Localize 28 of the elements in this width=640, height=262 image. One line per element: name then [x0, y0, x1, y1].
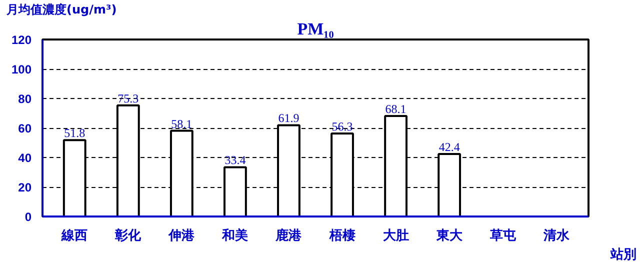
- data-label: 61.9: [278, 111, 300, 126]
- y-tick-label: 100: [11, 62, 32, 76]
- data-label: 75.3: [118, 91, 139, 106]
- y-tick-label: 60: [18, 122, 32, 136]
- x-tick-label: 和美: [221, 228, 248, 242]
- x-tick-label: 梧棲: [328, 228, 356, 242]
- data-label: 56.3: [332, 119, 353, 134]
- data-label: 68.1: [385, 102, 406, 116]
- x-axis-title: 站別: [610, 248, 636, 262]
- data-label: 58.1: [171, 116, 192, 131]
- data-label: 51.8: [64, 126, 86, 140]
- data-label: 42.4: [438, 140, 460, 154]
- x-tick-label: 東大: [435, 228, 464, 242]
- y-tick-label: 40: [18, 151, 32, 165]
- y-axis-title: 月均值濃度(ug/m³): [6, 2, 117, 16]
- y-tick-label: 0: [24, 210, 32, 224]
- y-tick-label: 20: [18, 180, 32, 194]
- x-tick-label: 線西: [60, 228, 88, 242]
- x-tick-label: 大肚: [382, 228, 409, 242]
- data-label: 33.4: [224, 153, 246, 168]
- x-tick-label: 鹿港: [274, 228, 303, 242]
- x-tick-label: 草屯: [488, 228, 517, 242]
- x-tick-label: 伸港: [168, 228, 196, 242]
- y-tick-label: 80: [18, 92, 32, 106]
- x-tick-label: 彰化: [114, 228, 142, 242]
- x-tick-label: 清水: [542, 228, 570, 242]
- chart-title: PM₁₀: [297, 20, 334, 38]
- y-tick-label: 120: [11, 33, 32, 47]
